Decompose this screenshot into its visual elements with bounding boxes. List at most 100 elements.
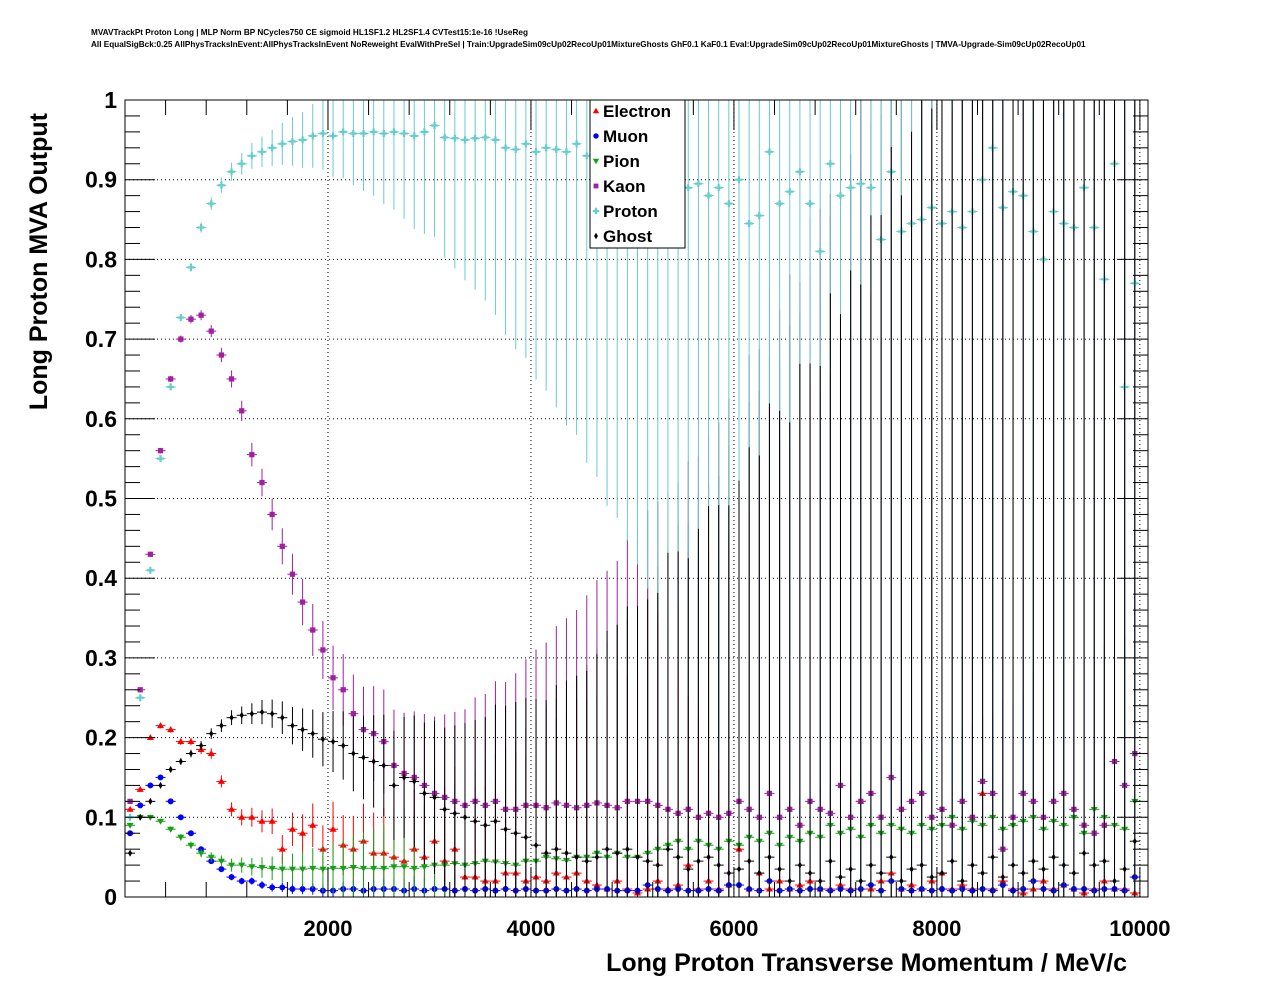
data-point: [268, 865, 276, 872]
data-point: [330, 675, 336, 681]
data-point: [847, 184, 855, 192]
data-point: [889, 853, 894, 861]
data-point: [309, 886, 316, 893]
data-point: [289, 571, 296, 577]
data-point: [584, 857, 589, 865]
legend-marker-ghost: [594, 232, 598, 240]
x-tick-label: 10000: [1109, 916, 1170, 941]
data-point: [228, 862, 236, 869]
axis-ticks: [125, 99, 1148, 898]
grid: [125, 100, 1148, 897]
data-point: [1071, 869, 1077, 877]
data-point: [147, 551, 153, 557]
data-point: [562, 148, 570, 156]
series-muon: [125, 600, 1140, 897]
data-point: [329, 865, 337, 872]
data-point: [483, 821, 488, 829]
data-point: [491, 136, 499, 144]
data-point: [1102, 857, 1107, 865]
data-point: [533, 841, 539, 849]
data-point: [310, 730, 315, 738]
data-point: [1081, 849, 1087, 857]
data-point: [523, 833, 528, 841]
data-point: [299, 136, 307, 144]
data-point: [441, 133, 449, 141]
data-point: [157, 455, 165, 463]
data-point: [767, 853, 772, 861]
data-point: [725, 200, 733, 208]
data-point: [126, 805, 134, 812]
data-point: [818, 877, 823, 885]
data-point: [320, 735, 326, 743]
y-axis-title: Long Proton MVA Output: [25, 112, 53, 410]
data-point: [410, 865, 418, 872]
data-point: [359, 865, 367, 872]
data-point: [147, 782, 154, 789]
data-point: [157, 722, 165, 729]
data-point: [857, 180, 865, 188]
x-tick-label: 2000: [303, 916, 352, 941]
data-point: [826, 160, 834, 168]
data-point: [178, 758, 183, 766]
data-point: [187, 830, 194, 837]
data-point: [168, 765, 173, 773]
data-point: [776, 200, 784, 208]
data-point: [359, 129, 367, 137]
data-point: [1061, 861, 1066, 869]
data-point: [207, 854, 215, 861]
data-point: [1031, 857, 1036, 865]
data-point: [481, 133, 489, 141]
data-point: [684, 184, 692, 192]
data-point: [167, 826, 175, 833]
y-tick-label: 0.1: [85, 804, 117, 830]
data-point: [146, 814, 154, 821]
data-point: [188, 316, 194, 322]
data-point: [462, 813, 468, 821]
data-point: [410, 132, 418, 140]
data-point: [868, 861, 874, 869]
data-point: [645, 857, 650, 865]
data-point: [990, 853, 995, 861]
y-tick-label: 1: [104, 87, 117, 113]
data-point: [299, 829, 307, 836]
data-point: [239, 408, 245, 414]
y-tick-label: 0.6: [85, 406, 117, 432]
data-point: [238, 813, 246, 820]
data-point: [351, 750, 356, 758]
data-point: [299, 866, 307, 873]
data-point: [797, 861, 802, 869]
data-point: [939, 869, 945, 877]
data-point: [471, 134, 479, 142]
data-point: [542, 144, 550, 152]
data-point: [248, 813, 256, 820]
data-point: [899, 877, 904, 885]
data-point: [258, 148, 266, 156]
data-point: [676, 853, 681, 861]
data-point: [288, 866, 296, 873]
series-ghost: [125, 100, 1140, 897]
data-point: [747, 857, 752, 865]
data-point: [493, 817, 498, 825]
data-point: [207, 750, 215, 756]
data-point: [461, 136, 469, 144]
chart-title-line-1: MVAVTrackPt Proton Long | MLP Norm BP NC…: [91, 28, 528, 37]
data-point: [452, 809, 457, 817]
data-point: [380, 129, 388, 137]
data-point: [239, 711, 244, 719]
data-point: [451, 134, 459, 142]
data-point: [919, 861, 924, 869]
data-point: [349, 865, 357, 872]
data-point: [268, 817, 276, 824]
data-point: [736, 865, 742, 873]
data-point: [400, 129, 408, 137]
legend-marker-electron: [592, 107, 600, 114]
legend-marker-muon: [593, 133, 599, 139]
data-point: [806, 200, 814, 208]
data-point: [564, 849, 569, 857]
data-point: [259, 882, 265, 889]
data-point: [655, 861, 660, 869]
data-point: [187, 842, 195, 849]
data-point: [218, 866, 225, 873]
data-point: [199, 742, 204, 750]
